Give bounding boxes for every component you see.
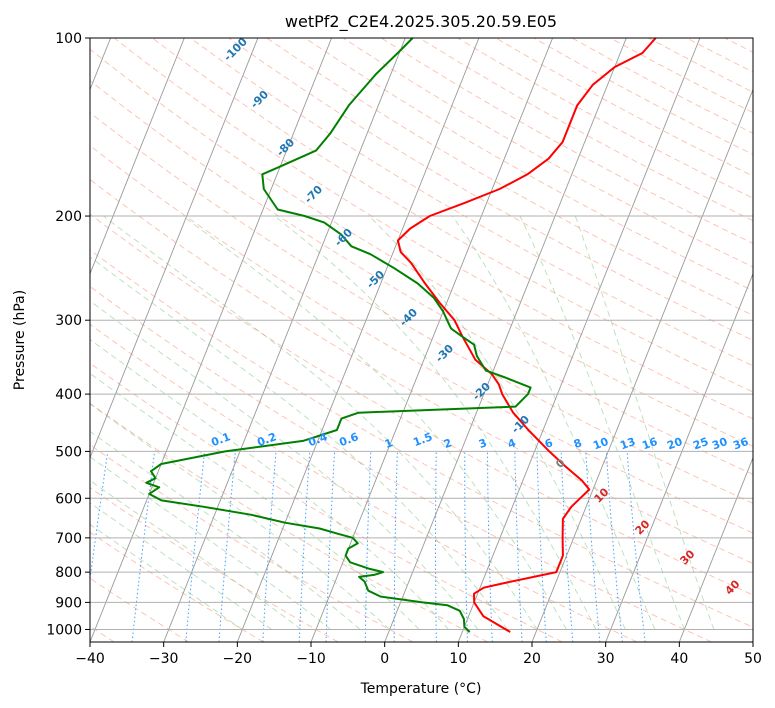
dry-adiabat-line bbox=[90, 323, 638, 642]
mixing-ratio-label: 1.5 bbox=[411, 430, 434, 449]
y-tick-label: 400 bbox=[55, 387, 82, 403]
dry-adiabat-line bbox=[90, 249, 753, 628]
dry-adiabat-line bbox=[90, 145, 753, 534]
mixing-ratio-label: 6 bbox=[543, 436, 555, 451]
isotherm-line bbox=[163, 38, 406, 642]
mixing-ratio-label: 0.4 bbox=[306, 430, 329, 449]
y-tick-label: 500 bbox=[55, 444, 82, 460]
dry-adiabat-line bbox=[90, 362, 563, 642]
x-tick-label: 10 bbox=[449, 651, 467, 667]
y-tick-label: 900 bbox=[55, 595, 82, 611]
moist-adiabat-line bbox=[90, 479, 302, 630]
x-tick-label: −30 bbox=[149, 651, 179, 667]
x-tick-label: −10 bbox=[296, 651, 326, 667]
isobar-gridlines bbox=[90, 38, 753, 630]
moist-adiabat-line bbox=[274, 215, 597, 630]
dry-adiabat-line bbox=[90, 285, 712, 642]
y-tick-label: 600 bbox=[55, 491, 82, 507]
isotherm-line bbox=[384, 38, 627, 642]
isotherm-line bbox=[310, 38, 554, 642]
sounding-profiles bbox=[145, 38, 657, 633]
mixing-ratio-label: 16 bbox=[640, 435, 659, 453]
skewed-isotherms bbox=[90, 38, 753, 642]
isotherm-line bbox=[90, 38, 185, 275]
plot-area: -100-90-80-70-60-50-40-30-20-100.1 0.2 0.4… bbox=[90, 38, 753, 642]
moist-adiabat-line bbox=[90, 523, 243, 630]
mixing-ratio-label: 1 bbox=[383, 436, 395, 451]
dry-adiabat-line bbox=[304, 38, 753, 292]
dry-adiabat-line bbox=[152, 38, 753, 393]
y-tick-label: 700 bbox=[55, 531, 82, 547]
mixing-ratio-line bbox=[90, 451, 109, 583]
x-tick-label: −20 bbox=[223, 651, 253, 667]
mixing-ratio-label: 25 bbox=[691, 435, 710, 452]
y-tick-label: 200 bbox=[55, 209, 82, 225]
mixing-ratio-label: 0.6 bbox=[337, 430, 360, 449]
y-tick-label: 300 bbox=[55, 313, 82, 329]
mixing-ratio-line bbox=[626, 451, 646, 642]
x-axis-ticks: −40 −30 −20 −10 0 10 20 30 40 50 bbox=[75, 642, 762, 667]
x-tick-label: 40 bbox=[670, 651, 688, 667]
chart-title: wetPf2_C2E4.2025.305.20.59.E05 bbox=[285, 12, 557, 32]
dry-adiabat-line bbox=[90, 213, 753, 596]
mixing-ratio-label: 30 bbox=[710, 435, 729, 453]
dry-adiabat-line bbox=[90, 487, 339, 642]
mixing-ratio-label: 8 bbox=[572, 436, 584, 451]
mixing-ratio-label: 0.2 bbox=[255, 430, 278, 449]
x-axis-label: Temperature (°C) bbox=[360, 681, 482, 697]
plot-frame bbox=[89, 37, 754, 643]
isotherm-line bbox=[90, 38, 259, 459]
mixing-ratio-label: 13 bbox=[618, 435, 637, 452]
y-tick-label: 800 bbox=[55, 565, 82, 581]
isotherm-line bbox=[605, 272, 753, 642]
x-tick-label: 30 bbox=[597, 651, 615, 667]
y-axis-label: Pressure (hPa) bbox=[12, 290, 28, 390]
temperature-profile-line bbox=[396, 38, 657, 633]
x-tick-label: 50 bbox=[744, 651, 762, 667]
y-axis-ticks: 100 200 300 400 500 600 700 800 900 1000 bbox=[46, 31, 90, 638]
isotherm-line bbox=[457, 38, 701, 642]
mixing-ratio-label: 2 bbox=[442, 436, 454, 451]
dry-adiabat-line bbox=[90, 112, 753, 504]
mixing-ratio-line bbox=[185, 451, 206, 642]
isotherm-line bbox=[236, 38, 480, 642]
mixing-ratio-label: 4 bbox=[506, 436, 518, 451]
x-tick-label: 0 bbox=[380, 651, 389, 667]
y-tick-label: 1000 bbox=[46, 622, 82, 638]
dry-adiabat-line bbox=[90, 531, 264, 642]
moist-adiabat-line bbox=[90, 502, 273, 630]
mixing-ratio-label: 20 bbox=[665, 435, 684, 453]
mixing-ratio-label: 10 bbox=[591, 435, 610, 453]
x-tick-label: 20 bbox=[523, 651, 541, 667]
mixing-ratio-label: 0.1 bbox=[209, 430, 232, 449]
isotherm-line bbox=[678, 456, 753, 642]
dewpoint-profile-line bbox=[145, 38, 532, 633]
isotherm-line bbox=[90, 38, 333, 642]
mixing-ratio-label: 36 bbox=[731, 435, 750, 453]
dry-adiabat-line bbox=[266, 38, 753, 316]
dry-adiabat-line bbox=[113, 38, 753, 420]
isotherm-line bbox=[531, 88, 753, 642]
mixing-ratio-label: 3 bbox=[477, 436, 489, 451]
x-tick-label: −40 bbox=[75, 651, 105, 667]
y-tick-label: 100 bbox=[55, 31, 82, 47]
